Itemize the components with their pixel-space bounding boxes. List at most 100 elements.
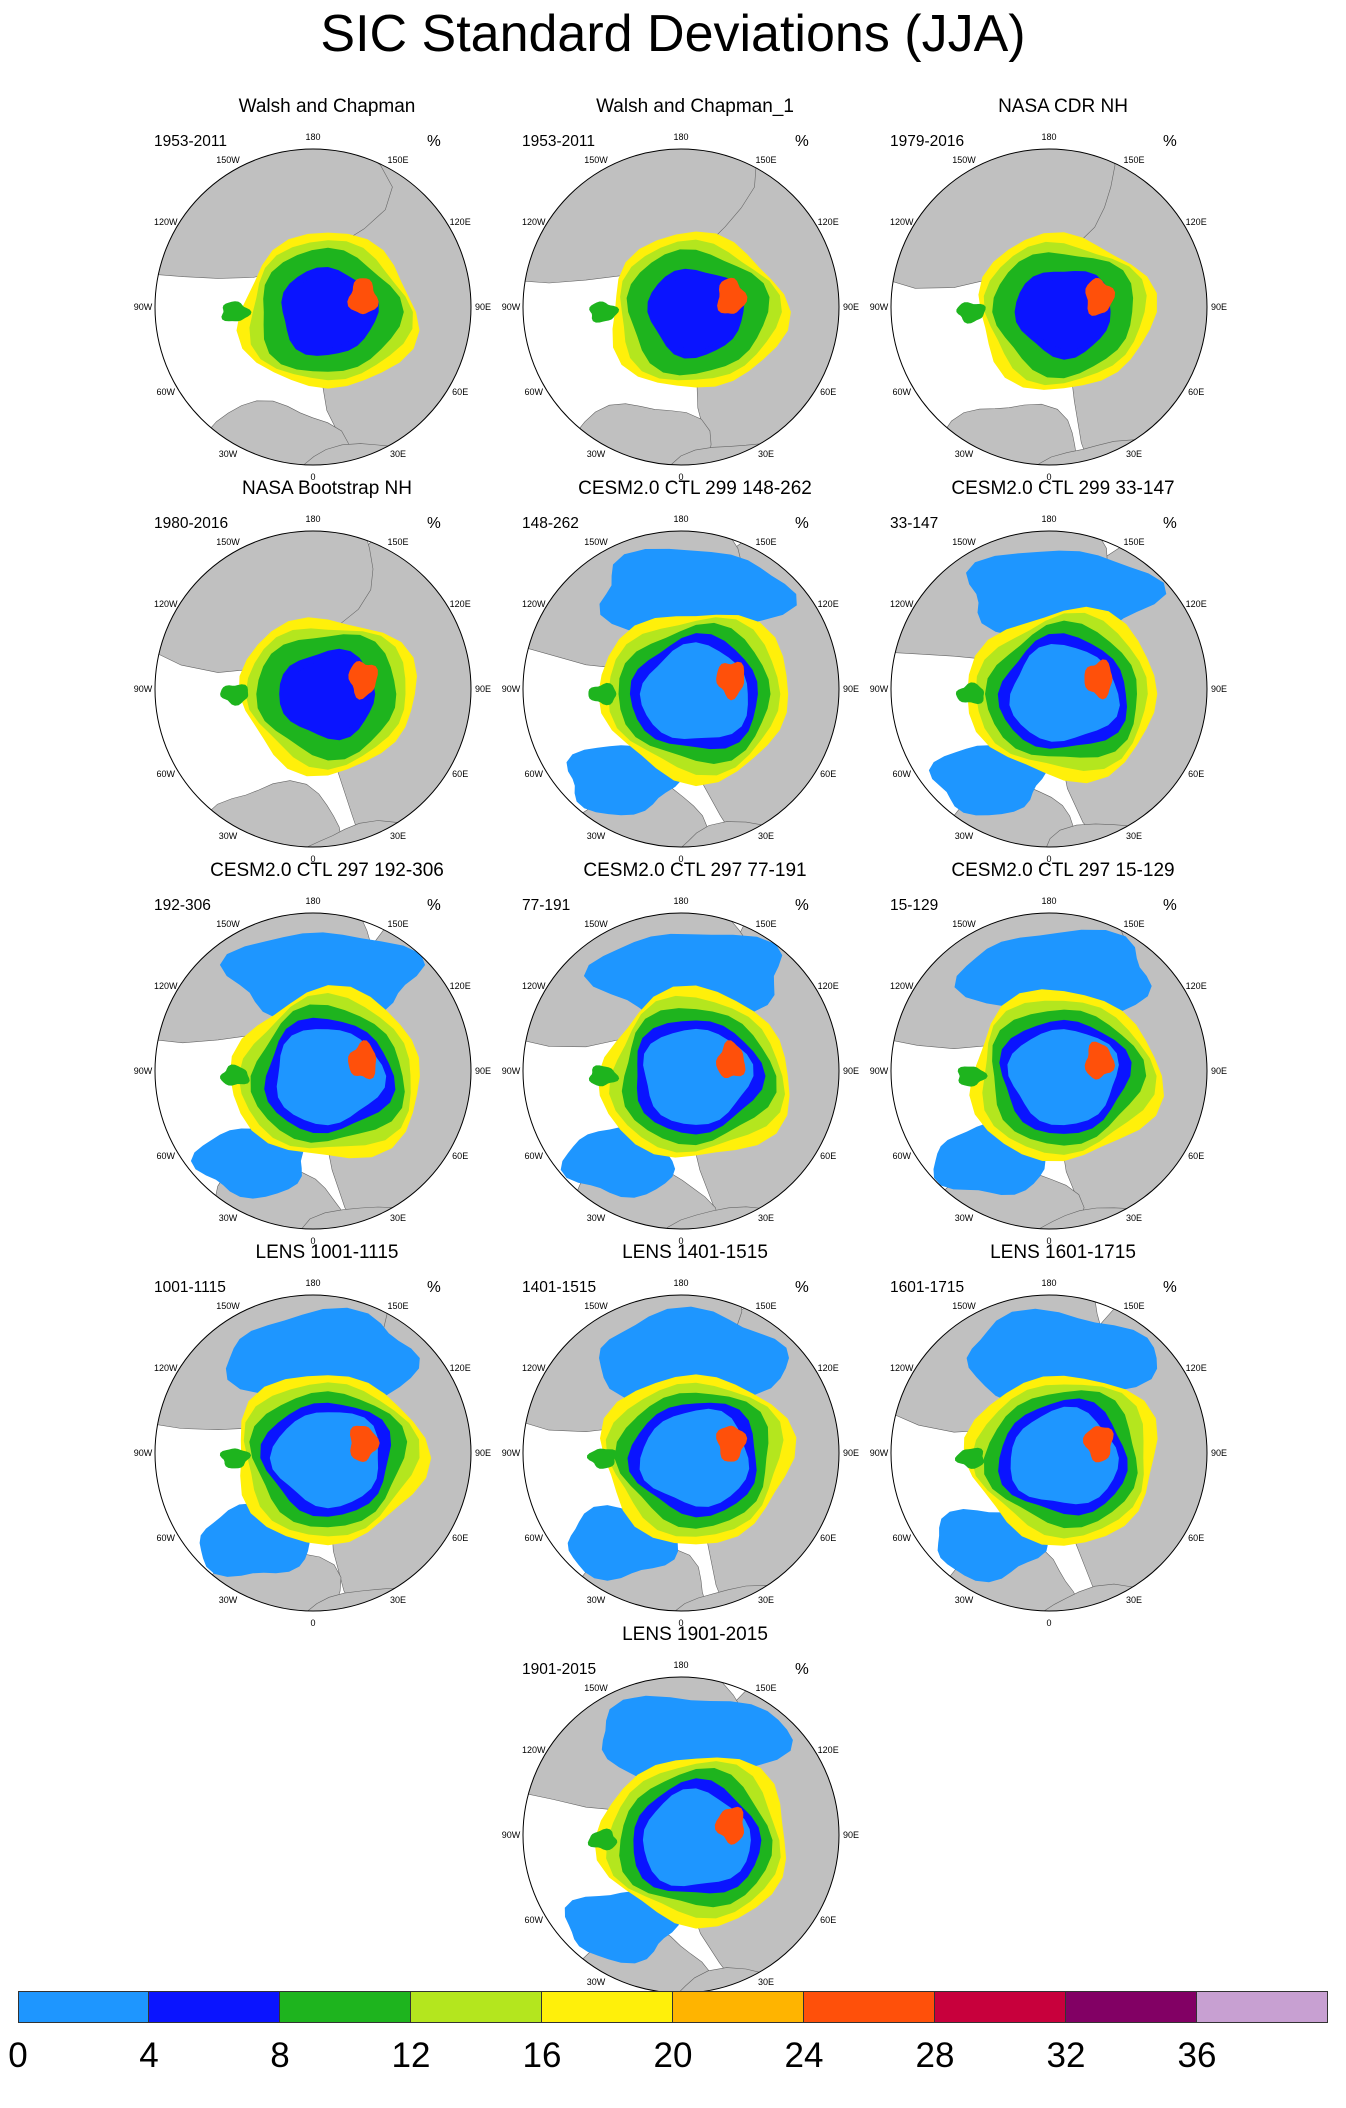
longitude-label: 60W — [524, 1151, 544, 1161]
longitude-label: 180 — [1041, 1278, 1057, 1288]
panel-period: 1953-2011 — [522, 133, 595, 150]
longitude-label: 0 — [678, 854, 684, 864]
longitude-label: 180 — [673, 132, 689, 142]
longitude-label: 120W — [522, 217, 546, 227]
longitude-label: 30W — [218, 449, 238, 460]
sic-high-spot — [347, 278, 379, 315]
polar-map — [522, 1676, 840, 1994]
panel-title: LENS 1601-1715 — [990, 1242, 1136, 1263]
longitude-label: 120E — [1185, 1363, 1207, 1373]
longitude-label: 30E — [1125, 1595, 1143, 1606]
sic-band — [1023, 276, 1104, 351]
sic-high-spot — [350, 1425, 380, 1462]
longitude-label: 150W — [952, 1300, 976, 1311]
sic-high-spot — [348, 661, 378, 700]
longitude-label: 150E — [387, 1300, 409, 1311]
colorbar-tick-label: 16 — [522, 2036, 562, 2075]
sic-band — [221, 301, 252, 322]
longitude-label: 150W — [216, 154, 240, 165]
longitude-label: 90E — [842, 302, 860, 312]
map-border — [890, 148, 1208, 466]
longitude-label: 60E — [820, 769, 837, 779]
longitude-label: 90W — [501, 1066, 521, 1076]
colorbar-cell — [280, 1991, 411, 2023]
longitude-label: 30W — [218, 1213, 238, 1224]
colorbar-tick-label: 20 — [653, 2036, 693, 2075]
longitude-label: 180 — [1041, 132, 1057, 142]
longitude-label: 30E — [1125, 449, 1143, 460]
panel-unit: % — [427, 897, 441, 914]
map-border — [522, 530, 840, 848]
sic-band — [220, 684, 249, 706]
panel-title: NASA CDR NH — [998, 96, 1128, 117]
polar-map — [154, 530, 472, 848]
longitude-label: 150E — [1123, 1300, 1145, 1311]
longitude-label: 120W — [890, 599, 914, 609]
longitude-label: 90W — [133, 302, 153, 312]
sea-ice-shelf — [599, 1306, 789, 1401]
sic-high-spot — [348, 1040, 377, 1080]
longitude-label: 180 — [305, 132, 321, 142]
sic-high-spot — [1084, 659, 1113, 700]
longitude-label: 30W — [954, 1595, 974, 1606]
polar-map — [154, 148, 472, 466]
longitude-label: 150W — [952, 918, 976, 929]
panel-unit: % — [427, 1279, 441, 1296]
colorbar-tick-label: 28 — [915, 2036, 955, 2075]
sic-high-spot — [1085, 278, 1116, 316]
panel-period: 1001-1115 — [154, 1279, 226, 1296]
polar-map — [154, 912, 472, 1230]
longitude-label: 150E — [755, 1682, 777, 1693]
map-border — [522, 1294, 840, 1612]
panel-period: 192-306 — [154, 897, 211, 914]
sic-band — [589, 301, 620, 323]
panel-title: CESM2.0 CTL 299 33-147 — [951, 478, 1175, 499]
longitude-label: 60W — [156, 1533, 176, 1543]
longitude-label: 30W — [218, 831, 238, 842]
colorbar-cell — [542, 1991, 673, 2023]
longitude-label: 90E — [842, 1830, 860, 1840]
longitude-label: 60E — [452, 1151, 469, 1161]
longitude-label: 60W — [892, 1533, 912, 1543]
longitude-label: 90W — [501, 1830, 521, 1840]
longitude-label: 120W — [154, 1363, 178, 1373]
panel-period: 1979-2016 — [890, 133, 965, 150]
longitude-label: 150E — [387, 536, 409, 547]
map-panel: LENS 1601-1715 1601-1715% 180 150E 120E 90E 60… — [870, 1242, 1248, 1628]
sic-band — [588, 682, 617, 706]
sea-ice-shelf — [599, 548, 797, 641]
longitude-label: 150E — [1123, 918, 1145, 929]
longitude-label: 120E — [817, 599, 839, 609]
panel-period: 1901-2015 — [522, 1661, 597, 1678]
longitude-label: 150W — [584, 154, 608, 165]
longitude-label: 60E — [452, 769, 469, 779]
panel-title: NASA Bootstrap NH — [241, 478, 413, 499]
sic-band — [654, 278, 735, 351]
longitude-label: 150W — [952, 154, 976, 165]
polar-map — [154, 1294, 472, 1612]
longitude-label: 150W — [216, 918, 240, 929]
longitude-label: 60W — [156, 1151, 176, 1161]
polar-map — [522, 912, 840, 1230]
longitude-label: 30W — [586, 449, 606, 460]
longitude-label: 30E — [389, 1595, 407, 1606]
panel-period: 1953-2011 — [154, 133, 227, 150]
longitude-label: 120E — [449, 217, 471, 227]
longitude-label: 120E — [1185, 981, 1207, 991]
sic-band — [587, 1448, 618, 1469]
longitude-label: 90E — [1210, 1066, 1228, 1076]
colorbar-cell — [804, 1991, 935, 2023]
sic-band — [219, 1448, 252, 1469]
sea-ice-shelf — [564, 1891, 680, 1964]
longitude-label: 150E — [755, 918, 777, 929]
longitude-label: 180 — [1041, 514, 1057, 524]
map-border — [522, 912, 840, 1230]
longitude-label: 120W — [522, 1745, 546, 1755]
longitude-label: 120W — [522, 1363, 546, 1373]
panel-period: 77-191 — [522, 897, 571, 914]
longitude-label: 60W — [524, 387, 544, 397]
sic-high-spot — [716, 661, 745, 701]
colorbar-cell — [1066, 1991, 1197, 2023]
longitude-label: 150E — [755, 536, 777, 547]
sic-band — [588, 1065, 620, 1087]
